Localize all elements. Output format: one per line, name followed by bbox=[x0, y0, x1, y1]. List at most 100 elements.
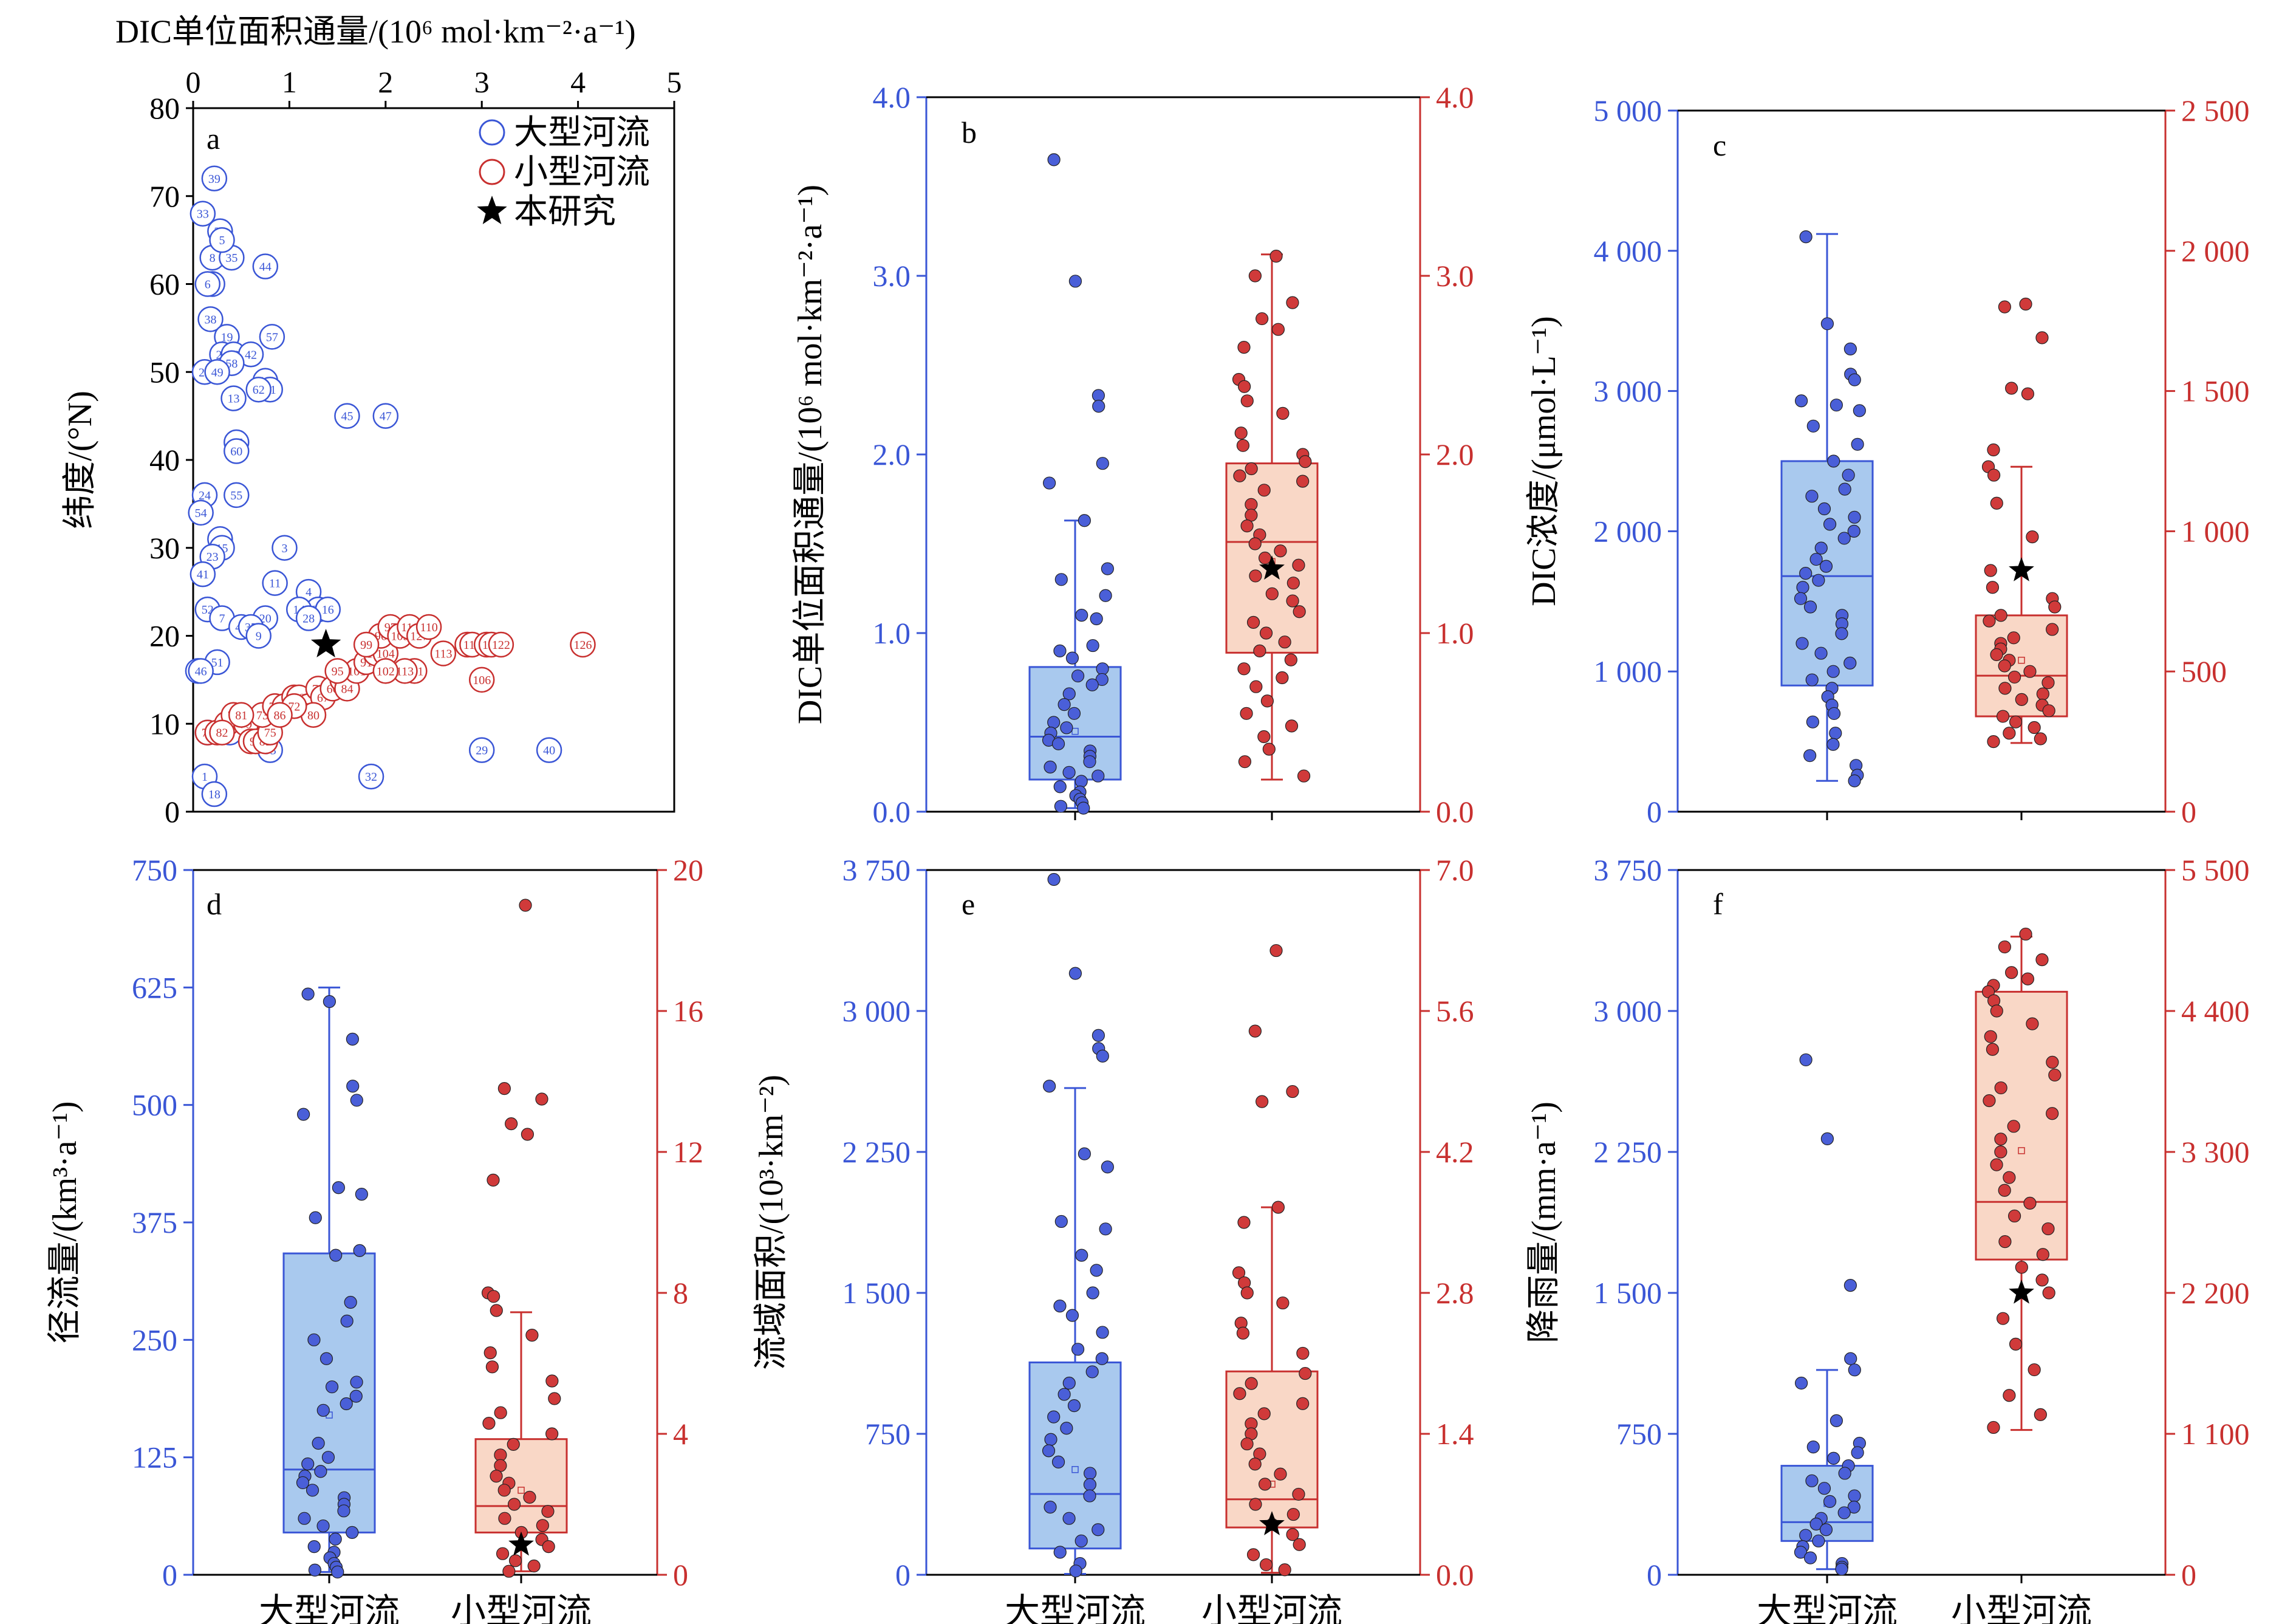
river-point bbox=[259, 324, 285, 350]
data-point bbox=[1299, 1366, 1312, 1380]
data-point bbox=[1068, 967, 1082, 980]
data-point bbox=[1240, 394, 1254, 408]
left-tick-label: 750 bbox=[132, 853, 177, 887]
panel-f: 0 750 1 500 2 250 3 000 3 750 0 1 100 2 200 3 300… bbox=[1525, 853, 2250, 1624]
right-tick-label: 0.0 bbox=[1436, 1558, 1474, 1592]
data-point bbox=[2007, 670, 2021, 684]
data-point bbox=[1043, 1080, 1056, 1093]
river-point bbox=[188, 658, 214, 684]
data-point bbox=[1809, 552, 1823, 566]
data-point bbox=[1069, 1564, 1082, 1578]
panel-label: d bbox=[207, 887, 222, 921]
river-id-label: 95 bbox=[332, 665, 344, 678]
river-id-label: 113 bbox=[434, 647, 452, 660]
data-point bbox=[1292, 1487, 1305, 1501]
right-tick-label: 0.0 bbox=[1436, 795, 1474, 829]
data-point bbox=[1092, 1523, 1105, 1537]
y-tick-label: 70 bbox=[149, 179, 180, 213]
data-point bbox=[1820, 1132, 1834, 1145]
data-point bbox=[1044, 760, 1057, 774]
data-point bbox=[1286, 594, 1299, 608]
river-point bbox=[570, 631, 596, 658]
river-id-label: 23 bbox=[207, 550, 219, 564]
data-point bbox=[1805, 1474, 1819, 1487]
data-point bbox=[1077, 801, 1090, 815]
data-point bbox=[1237, 662, 1251, 676]
data-point bbox=[1245, 462, 1258, 476]
data-point bbox=[1809, 1517, 1823, 1531]
data-point bbox=[2046, 1055, 2059, 1069]
panel-label: a bbox=[207, 122, 220, 156]
data-point bbox=[1795, 637, 1809, 650]
box-iqr bbox=[474, 1438, 568, 1533]
river-id-label: 57 bbox=[266, 331, 278, 344]
data-point bbox=[325, 1380, 339, 1394]
right-tick-label: 3 300 bbox=[2181, 1135, 2250, 1169]
data-point bbox=[1806, 715, 1820, 728]
left-tick-label: 1.0 bbox=[873, 616, 911, 650]
data-point bbox=[1096, 1326, 1109, 1339]
river-point bbox=[224, 438, 250, 464]
data-point bbox=[1838, 1467, 1851, 1480]
data-point bbox=[1987, 443, 2000, 457]
data-point bbox=[1278, 1563, 1291, 1577]
data-point bbox=[1086, 1286, 1099, 1300]
data-point bbox=[2042, 1286, 2055, 1300]
data-point bbox=[1286, 1507, 1300, 1521]
river-id-label: 82 bbox=[216, 727, 228, 740]
river-point bbox=[430, 640, 457, 666]
data-point bbox=[1814, 646, 1828, 660]
data-point bbox=[297, 1108, 310, 1121]
data-point bbox=[1826, 738, 1840, 751]
left-tick-label: 750 bbox=[865, 1417, 911, 1451]
data-point bbox=[2046, 1107, 2059, 1120]
data-point bbox=[1085, 678, 1099, 691]
y-axis-title: DIC浓度/(μmol·L⁻¹) bbox=[1525, 316, 1563, 606]
river-id-label: 28 bbox=[302, 612, 315, 626]
data-point bbox=[1067, 1399, 1081, 1413]
legend-entry: 大型河流 bbox=[514, 114, 650, 152]
river-id-label: 18 bbox=[208, 788, 220, 801]
river-id-label: 44 bbox=[259, 261, 272, 274]
river-id-label: 84 bbox=[341, 682, 353, 696]
data-point bbox=[536, 1519, 549, 1532]
data-point bbox=[1248, 537, 1262, 550]
data-point bbox=[1276, 671, 1289, 685]
data-point bbox=[353, 1244, 366, 1257]
legend-entry: 小型河流 bbox=[514, 154, 650, 191]
data-point bbox=[541, 1505, 555, 1518]
right-tick-label: 7.0 bbox=[1436, 853, 1474, 887]
data-point bbox=[1246, 615, 1260, 629]
river-point bbox=[209, 719, 235, 745]
data-point bbox=[1827, 454, 1840, 468]
data-point bbox=[1099, 589, 1112, 602]
river-id-label: 5 bbox=[219, 234, 225, 247]
data-point bbox=[1078, 1147, 1091, 1160]
data-point bbox=[1823, 518, 1837, 531]
left-tick-label: 3 000 bbox=[1594, 374, 1662, 408]
data-point bbox=[2021, 387, 2035, 400]
data-point bbox=[1803, 749, 1817, 762]
data-point bbox=[312, 1436, 325, 1450]
data-point bbox=[298, 1512, 311, 1525]
data-point bbox=[497, 1081, 511, 1095]
data-point bbox=[1296, 1397, 1310, 1410]
data-point bbox=[1838, 482, 1851, 496]
category-label: 小型河流 bbox=[1201, 1592, 1342, 1624]
data-point bbox=[2034, 1408, 2047, 1421]
river-point bbox=[224, 482, 250, 509]
river-point bbox=[188, 499, 214, 526]
river-point bbox=[190, 200, 216, 227]
right-tick-label: 1 000 bbox=[2181, 514, 2250, 548]
river-id-label: 8 bbox=[210, 252, 216, 265]
data-point bbox=[1837, 1506, 1851, 1520]
data-point bbox=[309, 1211, 322, 1224]
y-tick-label: 20 bbox=[149, 619, 180, 653]
data-point bbox=[1090, 612, 1103, 626]
data-point bbox=[1071, 1343, 1085, 1356]
river-id-label: 29 bbox=[476, 744, 488, 758]
data-point bbox=[1794, 592, 1808, 605]
left-tick-label: 1 500 bbox=[1594, 1276, 1662, 1310]
data-point bbox=[1053, 1546, 1067, 1559]
data-point bbox=[1276, 406, 1290, 420]
